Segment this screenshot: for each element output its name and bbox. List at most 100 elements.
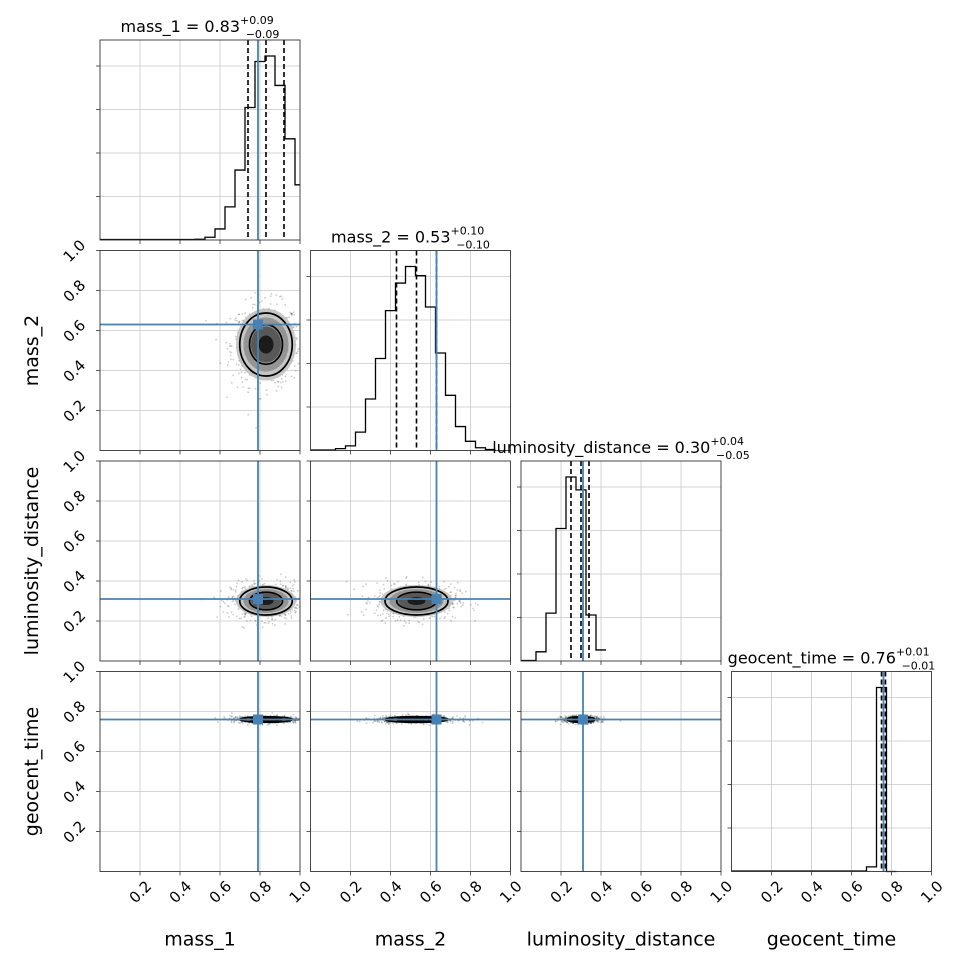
scatter-point [284,614,287,616]
scatter-point [407,712,409,715]
scatter-point [226,364,229,366]
title-main: mass_2 = 0.53 [331,228,450,248]
panel-frame [310,250,511,451]
scatter-point [595,716,598,718]
y-tick-label: 1.0 [60,447,90,477]
scatter-point [293,364,296,367]
scatter-point [378,603,381,606]
scatter-point [306,597,308,599]
scatter-point [422,618,425,620]
scatter-point [464,590,467,593]
scatter-point [230,351,233,354]
scatter-point [572,714,575,717]
x-tick-label: 0.6 [206,877,236,907]
scatter-point [244,298,247,301]
scatter-point [234,599,237,602]
scatter-point [367,600,369,603]
scatter-point [447,585,450,588]
scatter-point [270,292,273,295]
y-axis-label-geocent_time: geocent_time [21,707,43,836]
panel-1-0 [100,250,322,451]
scatter-point [250,615,253,617]
scatter-point [378,721,381,723]
scatter-point [464,714,467,717]
scatter-point [458,599,461,602]
scatter-point [254,387,257,390]
scatter-point [264,296,266,299]
scatter-point [381,716,384,719]
scatter-point [284,303,287,306]
scatter-point [238,714,241,717]
panel-frame [99,460,301,662]
scatter-point [452,606,455,609]
scatter-point [384,622,387,624]
scatter-point [234,603,236,606]
y-tick-label: 0.4 [60,567,90,597]
scatter-point [308,717,310,719]
scatter-point [382,715,384,717]
panel-3-2 [521,671,721,872]
scatter-point [272,379,275,382]
scatter-point [241,587,244,590]
scatter-point [229,342,231,345]
scatter-point [443,580,445,583]
scatter-point [276,714,279,717]
histogram-bar-mass_1 [194,55,300,240]
title-main: mass_1 = 0.83 [121,17,240,37]
scatter-point [392,722,395,725]
scatter-point [474,602,477,605]
scatter-point [234,317,237,320]
scatter-point [279,580,282,583]
scatter-point [287,612,290,615]
scatter-point [360,610,363,613]
scatter-point [417,581,420,584]
scatter-point [364,583,367,586]
scatter-point [393,582,395,585]
x-tick-label: 1.0 [917,877,947,907]
scatter-point [376,604,379,607]
scatter-point [366,602,368,605]
scatter-point [245,620,248,622]
scatter-point [320,327,322,329]
title-minus: −0.05 [716,449,750,462]
scatter-point [284,623,287,625]
scatter-point [463,721,466,723]
scatter-point [385,617,387,619]
scatter-point [254,619,256,622]
scatter-point [367,596,370,599]
scatter-point [289,610,292,612]
scatter-point [390,584,393,587]
scatter-point [595,716,598,719]
scatter-point [268,620,271,623]
scatter-point [280,378,283,380]
scatter-point [446,720,448,723]
scatter-point [237,608,240,611]
scatter-point [301,721,303,723]
scatter-point [274,583,277,586]
scatter-point [271,712,274,714]
scatter-point [281,298,284,301]
x-tick-label: 0.2 [336,877,366,907]
scatter-point [228,615,230,618]
scatter-point [229,344,232,347]
y-tick-label: 0.8 [60,697,90,727]
scatter-point [469,603,472,606]
scatter-point [236,716,239,719]
scatter-point [255,426,258,429]
contour-line [238,312,294,377]
panel-2-1 [310,461,511,661]
scatter-point [259,382,261,384]
scatter-point [259,397,262,400]
scatter-point [234,716,237,718]
scatter-point [306,603,308,605]
scatter-point [450,591,453,593]
scatter-point [292,713,295,716]
scatter-point [596,720,599,723]
scatter-point [261,724,264,726]
scatter-point [446,612,449,615]
scatter-point [219,362,222,365]
scatter-point [228,345,231,348]
scatter-point [373,720,376,723]
scatter-point [562,721,564,724]
scatter-point [241,722,244,725]
